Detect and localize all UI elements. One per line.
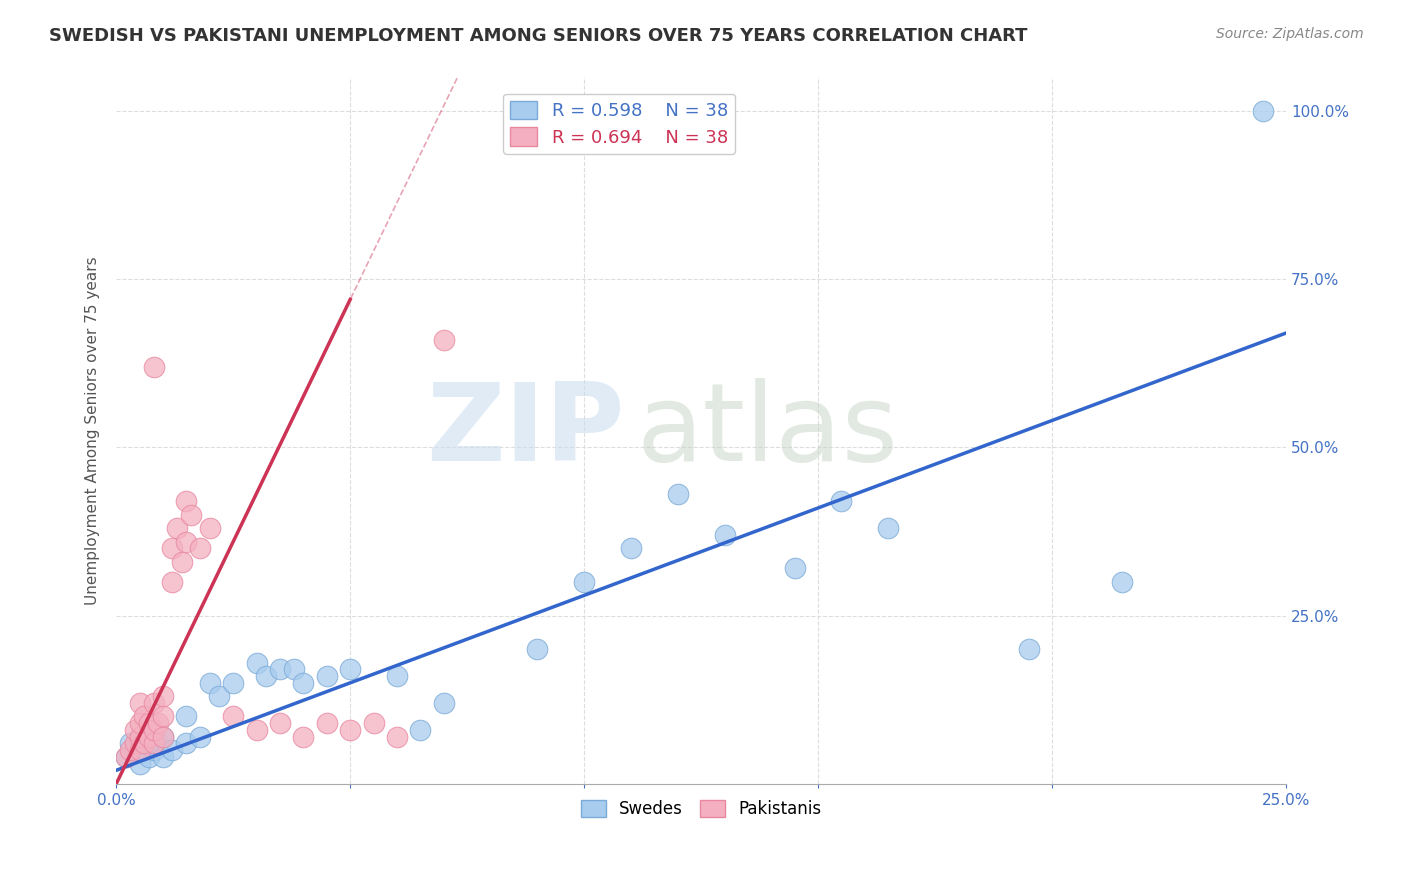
Point <box>176 709 198 723</box>
Point <box>526 642 548 657</box>
Point <box>269 716 291 731</box>
Text: ZIP: ZIP <box>426 377 626 483</box>
Y-axis label: Unemployment Among Seniors over 75 years: Unemployment Among Seniors over 75 years <box>86 256 100 605</box>
Text: atlas: atlas <box>637 377 898 483</box>
Point <box>1111 574 1133 589</box>
Point <box>162 574 184 589</box>
Point <box>142 723 165 737</box>
Point <box>176 736 198 750</box>
Point <box>152 690 174 704</box>
Point <box>198 676 221 690</box>
Point <box>124 723 146 737</box>
Legend: Swedes, Pakistanis: Swedes, Pakistanis <box>574 793 828 825</box>
Point <box>176 494 198 508</box>
Point <box>128 743 150 757</box>
Point <box>138 716 160 731</box>
Point <box>385 669 408 683</box>
Point <box>713 528 735 542</box>
Point <box>385 730 408 744</box>
Point <box>128 716 150 731</box>
Point <box>254 669 277 683</box>
Text: SWEDISH VS PAKISTANI UNEMPLOYMENT AMONG SENIORS OVER 75 YEARS CORRELATION CHART: SWEDISH VS PAKISTANI UNEMPLOYMENT AMONG … <box>49 27 1028 45</box>
Point <box>222 676 245 690</box>
Point <box>1251 104 1274 119</box>
Point <box>180 508 202 522</box>
Point <box>114 749 136 764</box>
Point <box>152 709 174 723</box>
Point <box>222 709 245 723</box>
Point <box>114 749 136 764</box>
Point <box>142 743 165 757</box>
Point <box>433 333 456 347</box>
Point <box>152 730 174 744</box>
Point <box>339 662 361 676</box>
Point <box>152 749 174 764</box>
Point <box>315 669 337 683</box>
Point <box>190 730 212 744</box>
Point <box>138 749 160 764</box>
Point <box>134 709 156 723</box>
Text: Source: ZipAtlas.com: Source: ZipAtlas.com <box>1216 27 1364 41</box>
Point <box>877 521 900 535</box>
Point <box>162 541 184 556</box>
Point <box>269 662 291 676</box>
Point <box>128 756 150 771</box>
Point <box>128 696 150 710</box>
Point <box>190 541 212 556</box>
Point <box>1018 642 1040 657</box>
Point <box>292 676 315 690</box>
Point <box>148 736 170 750</box>
Point <box>433 696 456 710</box>
Point <box>142 696 165 710</box>
Point <box>315 716 337 731</box>
Point <box>283 662 305 676</box>
Point <box>120 743 142 757</box>
Point <box>134 743 156 757</box>
Point <box>142 736 165 750</box>
Point <box>363 716 385 731</box>
Point <box>572 574 595 589</box>
Point <box>166 521 188 535</box>
Point <box>128 730 150 744</box>
Point <box>170 555 193 569</box>
Point <box>409 723 432 737</box>
Point <box>208 690 231 704</box>
Point <box>148 716 170 731</box>
Point <box>142 359 165 374</box>
Point <box>339 723 361 737</box>
Point <box>138 730 160 744</box>
Point <box>292 730 315 744</box>
Point <box>666 487 689 501</box>
Point <box>783 561 806 575</box>
Point <box>120 736 142 750</box>
Point <box>124 743 146 757</box>
Point <box>830 494 852 508</box>
Point <box>620 541 643 556</box>
Point <box>124 736 146 750</box>
Point <box>176 534 198 549</box>
Point <box>134 736 156 750</box>
Point <box>246 723 269 737</box>
Point <box>162 743 184 757</box>
Point <box>246 656 269 670</box>
Point <box>198 521 221 535</box>
Point <box>152 730 174 744</box>
